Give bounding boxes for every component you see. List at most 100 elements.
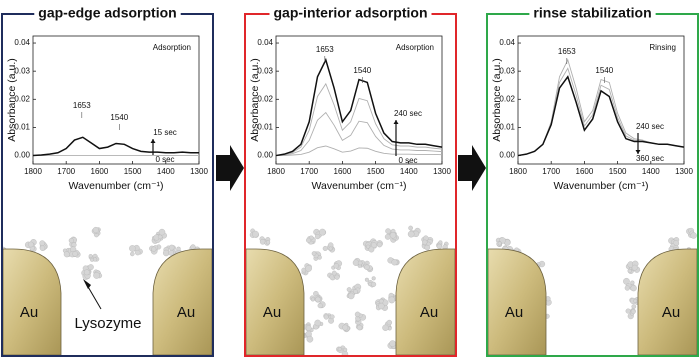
lysozyme — [368, 246, 375, 253]
lysozyme — [376, 241, 383, 248]
y-tick-label: 0.01 — [14, 123, 30, 132]
time-label: 360 sec — [636, 154, 664, 163]
lysozyme — [364, 277, 369, 282]
lysozyme — [252, 230, 259, 238]
lysozyme — [162, 249, 170, 257]
au-label: Au — [505, 304, 523, 321]
lysozyme — [334, 274, 340, 280]
x-tick-label: 1500 — [609, 167, 627, 176]
schematic: Au Au Lysozyme — [3, 226, 212, 355]
lysozyme — [72, 251, 78, 257]
lysozyme — [333, 263, 339, 269]
plot-frame — [32, 35, 200, 165]
lysozyme — [630, 285, 637, 292]
panel-title: gap-interior adsorption — [274, 5, 428, 21]
x-tick-label: 1300 — [675, 167, 693, 176]
lysozyme — [87, 264, 94, 271]
x-tick-label: 1600 — [91, 167, 109, 176]
lysozyme — [438, 240, 443, 245]
spectrum-line — [275, 111, 443, 157]
lysozyme — [378, 298, 384, 304]
lysozyme — [497, 241, 502, 246]
x-tick-label: 1400 — [157, 167, 175, 176]
lysozyme — [135, 249, 141, 256]
spectrum-line — [517, 75, 685, 157]
lysozyme — [314, 319, 321, 327]
x-axis-label: Wavenumber (cm⁻¹) — [554, 180, 649, 192]
lysozyme — [357, 260, 363, 266]
lysozyme — [386, 319, 393, 326]
schematic: Au Au — [246, 225, 455, 355]
lysozyme — [346, 287, 352, 292]
gold-right — [637, 248, 697, 355]
lysozyme — [631, 264, 638, 271]
lysozyme — [323, 314, 329, 320]
lysozyme — [384, 233, 391, 240]
gold-left — [488, 248, 547, 355]
time-label: 0 sec — [398, 156, 417, 165]
y-tick-label: 0.00 — [499, 151, 515, 160]
schematic: Au Au — [488, 227, 697, 355]
time-label: 240 sec — [394, 109, 422, 118]
flow-arrow — [458, 145, 486, 191]
condition-label: Adsorption — [153, 43, 191, 52]
y-tick-label: 0.00 — [257, 151, 273, 160]
lysozyme — [337, 347, 342, 352]
lysozyme — [317, 303, 323, 309]
lysozyme — [366, 244, 371, 249]
flow-arrow — [216, 145, 244, 191]
y-axis-label: Absorbance (a.u.) — [6, 58, 18, 141]
gold-left — [3, 248, 62, 355]
lysozyme — [83, 269, 90, 276]
y-tick-label: 0.03 — [499, 66, 515, 75]
x-tick-label: 1300 — [433, 167, 451, 176]
spectrum-line — [276, 145, 443, 157]
condition-label: Rinsing — [649, 43, 676, 52]
lysozyme — [306, 335, 314, 343]
peak-label: 1540 — [353, 66, 371, 75]
pointer-head — [83, 279, 91, 289]
y-axis-label: Absorbance (a.u.) — [491, 58, 503, 141]
lysozyme — [625, 308, 631, 314]
au-label: Au — [177, 304, 195, 321]
x-axis-label: Wavenumber (cm⁻¹) — [69, 180, 164, 192]
time-label: 15 sec — [153, 128, 177, 137]
lysozyme — [407, 230, 415, 238]
y-tick-label: 0.04 — [257, 38, 273, 47]
au-label: Au — [420, 304, 438, 321]
x-tick-label: 1700 — [300, 167, 318, 176]
lysozyme — [129, 245, 136, 252]
time-arrowhead — [150, 139, 156, 143]
au-label: Au — [263, 304, 281, 321]
peak-label: 1653 — [73, 101, 91, 110]
lysozyme — [93, 272, 100, 279]
lysozyme — [391, 259, 398, 266]
lysozyme — [176, 246, 181, 252]
x-tick-label: 1400 — [642, 167, 660, 176]
lysozyme — [305, 265, 312, 272]
lysozyme — [633, 298, 638, 303]
y-tick-label: 0.02 — [499, 94, 515, 103]
spectrum-line — [275, 57, 443, 157]
plot-frame — [275, 35, 443, 165]
y-tick-label: 0.00 — [14, 151, 30, 160]
x-tick-label: 1500 — [367, 167, 385, 176]
lysozyme — [364, 264, 370, 270]
title-backdrop — [34, 4, 181, 24]
lysozyme — [39, 245, 46, 251]
lysozyme-cluster — [3, 226, 202, 280]
plot-frame — [517, 35, 685, 165]
lysozyme — [328, 246, 333, 251]
lysozyme — [385, 228, 391, 234]
time-label: 0 sec — [155, 155, 174, 164]
peak-label: 1653 — [316, 45, 334, 54]
lysozyme — [190, 244, 196, 250]
y-tick-label: 0.01 — [257, 123, 273, 132]
spectrum-line — [275, 82, 443, 157]
lysozyme — [342, 347, 348, 353]
lysozyme — [322, 245, 328, 251]
lysozyme — [157, 234, 163, 240]
time-arrowhead — [393, 120, 399, 124]
x-axis-label: Wavenumber (cm⁻¹) — [312, 180, 407, 192]
